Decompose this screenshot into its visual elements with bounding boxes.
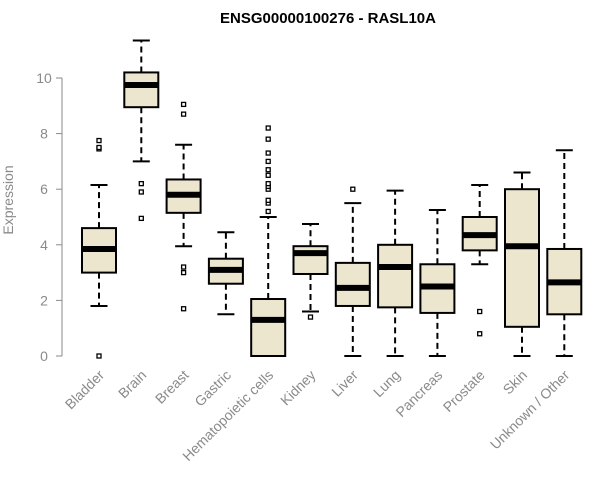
x-tick-label: Kidney	[277, 367, 319, 409]
iqr-box	[334, 261, 371, 307]
outlier-point	[265, 197, 271, 203]
x-tick-label: Pancreas	[392, 367, 445, 420]
box-4	[207, 231, 244, 316]
outlier-point	[180, 101, 187, 108]
outlier-point	[138, 215, 144, 222]
iqr-box	[250, 298, 287, 358]
outlier-point	[477, 308, 483, 315]
x-tick-label: Breast	[152, 367, 192, 407]
outlier-point	[265, 136, 271, 142]
outlier-point	[138, 180, 144, 187]
box-2	[123, 39, 160, 222]
outlier-point	[350, 186, 356, 192]
iqr-box	[377, 243, 414, 309]
box-8	[377, 189, 414, 357]
outlier-point	[265, 208, 271, 215]
y-tick-label: 4	[40, 237, 48, 253]
outlier-point	[265, 180, 271, 187]
x-tick-label: Prostate	[440, 367, 488, 415]
box-7	[334, 186, 371, 357]
outlier-point	[265, 167, 271, 173]
outlier-point	[265, 125, 271, 131]
iqr-box	[123, 71, 160, 109]
box-6	[292, 222, 329, 320]
outlier-point	[265, 150, 271, 156]
box-3	[165, 101, 202, 312]
y-axis-label: Expression	[0, 165, 16, 234]
outlier-point	[138, 189, 144, 195]
outlier-point	[307, 314, 314, 320]
x-tick-label: Lung	[370, 367, 403, 400]
x-tick-label: Skin	[500, 367, 531, 398]
box-11	[504, 171, 540, 357]
outlier-point	[265, 158, 271, 165]
x-tick-label: Brain	[115, 367, 149, 401]
chart-title: ENSG00000100276 - RASL10A	[220, 10, 436, 27]
outlier-point	[180, 306, 187, 312]
x-tick-label: Unknown / Other	[487, 367, 573, 453]
outlier-point	[180, 269, 187, 276]
box-9	[419, 209, 456, 357]
x-tick-label: Bladder	[62, 367, 108, 413]
outlier-point	[96, 353, 102, 359]
y-tick-label: 0	[40, 348, 48, 364]
outlier-point	[180, 111, 187, 117]
outlier-point	[477, 331, 483, 337]
y-tick-label: 8	[40, 126, 48, 142]
outlier-point	[180, 264, 187, 270]
y-axis: 0 2 4 6 8 10	[36, 70, 63, 364]
x-tick-label: Liver	[328, 367, 361, 400]
y-tick-label: 10	[36, 70, 52, 86]
box-12	[546, 149, 583, 357]
box-5	[250, 125, 287, 358]
y-tick-label: 2	[40, 292, 48, 308]
box-10	[461, 184, 498, 337]
outlier-point	[96, 144, 102, 151]
y-tick-label: 6	[40, 181, 48, 197]
boxes-group	[81, 39, 583, 359]
box-1	[81, 137, 117, 359]
outlier-point	[265, 172, 271, 178]
outlier-point	[96, 137, 102, 144]
iqr-box	[504, 188, 540, 328]
